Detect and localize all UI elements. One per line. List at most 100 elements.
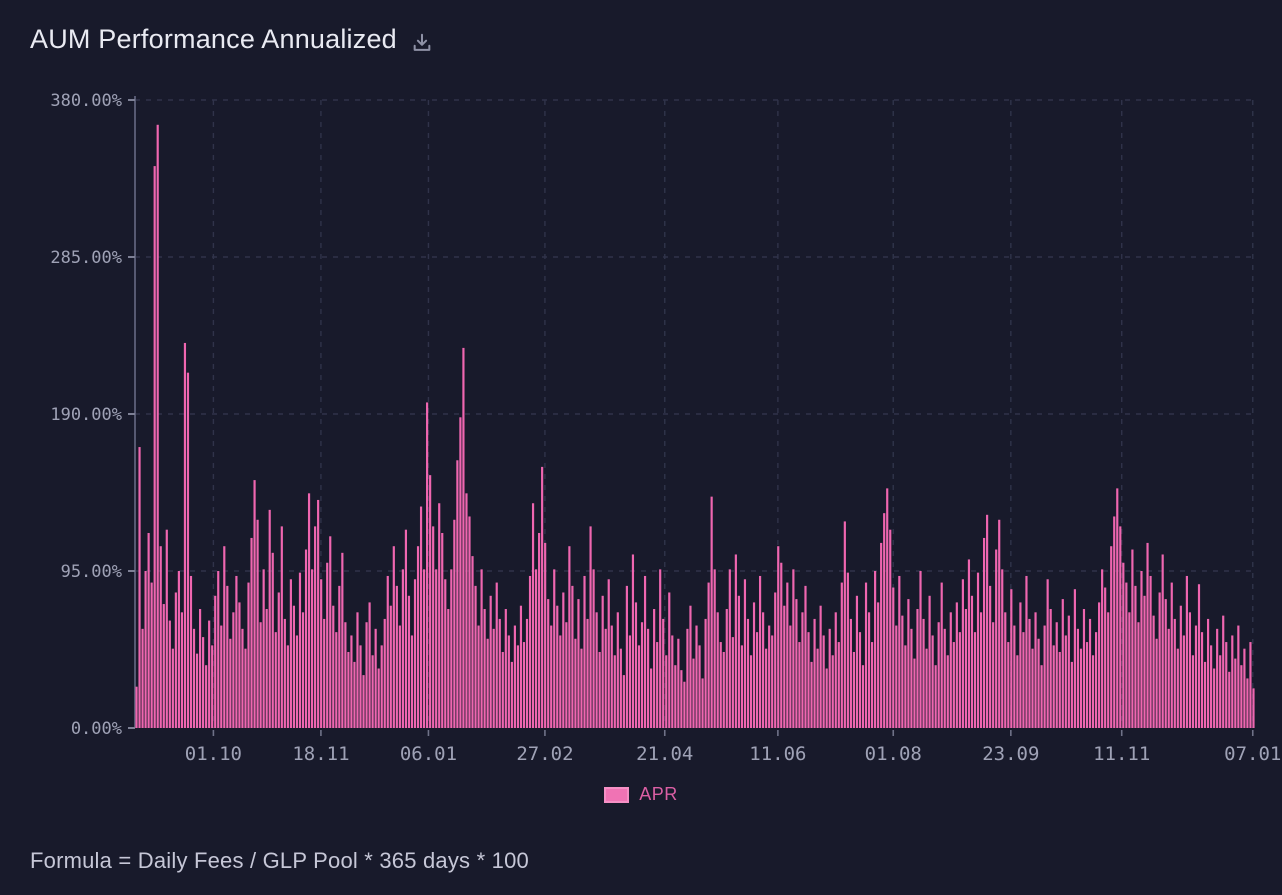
apr-bar[interactable] xyxy=(1110,546,1113,728)
apr-bar[interactable] xyxy=(1194,625,1198,728)
apr-bar[interactable] xyxy=(189,575,193,728)
apr-bar[interactable] xyxy=(771,635,774,728)
apr-bar[interactable] xyxy=(970,595,974,728)
apr-bar[interactable] xyxy=(1158,592,1161,728)
apr-bar[interactable] xyxy=(147,532,150,728)
apr-bar[interactable] xyxy=(232,612,235,728)
apr-bar[interactable] xyxy=(380,645,383,728)
apr-bar[interactable] xyxy=(1219,655,1222,728)
apr-bar[interactable] xyxy=(522,642,526,728)
apr-bar[interactable] xyxy=(465,493,468,728)
apr-bar[interactable] xyxy=(513,625,516,728)
apr-bar[interactable] xyxy=(713,569,716,728)
apr-bar[interactable] xyxy=(580,648,583,728)
apr-bar[interactable] xyxy=(677,638,680,728)
apr-bar[interactable] xyxy=(601,595,604,728)
apr-bar[interactable] xyxy=(419,506,423,728)
apr-bar[interactable] xyxy=(622,675,625,728)
apr-bar[interactable] xyxy=(392,546,395,728)
apr-bar[interactable] xyxy=(768,625,771,728)
apr-bar[interactable] xyxy=(1216,628,1219,728)
apr-bar[interactable] xyxy=(1203,661,1207,728)
apr-bar[interactable] xyxy=(1052,645,1055,728)
apr-bar[interactable] xyxy=(1185,575,1188,728)
apr-bar[interactable] xyxy=(695,625,698,728)
apr-bar[interactable] xyxy=(489,595,492,728)
apr-bar[interactable] xyxy=(831,655,834,728)
apr-bar[interactable] xyxy=(719,642,722,728)
apr-bar[interactable] xyxy=(371,655,374,728)
apr-bar[interactable] xyxy=(153,166,156,728)
apr-bar[interactable] xyxy=(525,618,529,728)
apr-bar[interactable] xyxy=(867,612,871,728)
apr-bar[interactable] xyxy=(1228,671,1231,728)
apr-bar[interactable] xyxy=(837,642,840,728)
apr-bar[interactable] xyxy=(707,582,710,728)
apr-bar[interactable] xyxy=(229,638,232,728)
apr-bar[interactable] xyxy=(1113,516,1116,728)
apr-bar[interactable] xyxy=(825,668,828,728)
apr-bar[interactable] xyxy=(637,645,641,728)
apr-bar[interactable] xyxy=(1040,665,1043,728)
apr-bar[interactable] xyxy=(834,612,837,728)
apr-bar[interactable] xyxy=(211,645,214,728)
apr-bar[interactable] xyxy=(307,493,311,728)
apr-bar[interactable] xyxy=(1010,589,1013,728)
apr-bar[interactable] xyxy=(640,622,644,728)
apr-bar[interactable] xyxy=(916,609,919,728)
apr-bar[interactable] xyxy=(1088,618,1092,728)
apr-bar[interactable] xyxy=(634,602,638,728)
apr-bar[interactable] xyxy=(165,529,168,728)
apr-bar[interactable] xyxy=(265,609,268,728)
apr-bar[interactable] xyxy=(583,575,586,728)
apr-bar[interactable] xyxy=(722,651,725,728)
apr-bar[interactable] xyxy=(798,642,801,728)
apr-bar[interactable] xyxy=(447,609,450,728)
apr-bar[interactable] xyxy=(592,569,595,728)
apr-bar[interactable] xyxy=(389,605,392,728)
apr-bar[interactable] xyxy=(426,402,429,728)
apr-bar[interactable] xyxy=(877,602,880,728)
apr-bar[interactable] xyxy=(758,575,762,728)
apr-bar[interactable] xyxy=(171,648,174,728)
apr-bar[interactable] xyxy=(1149,575,1152,728)
apr-bar[interactable] xyxy=(607,579,610,728)
apr-bar[interactable] xyxy=(250,537,253,728)
apr-bar[interactable] xyxy=(198,609,202,728)
apr-bar[interactable] xyxy=(828,628,831,728)
apr-bar[interactable] xyxy=(858,632,862,728)
apr-bar[interactable] xyxy=(901,615,904,728)
apr-bar[interactable] xyxy=(138,447,141,728)
apr-bar[interactable] xyxy=(565,622,568,728)
apr-bar[interactable] xyxy=(889,529,892,728)
apr-bar[interactable] xyxy=(613,655,616,728)
apr-bar[interactable] xyxy=(208,620,211,728)
apr-bar[interactable] xyxy=(528,575,532,728)
apr-bar[interactable] xyxy=(347,651,350,728)
apr-bar[interactable] xyxy=(610,625,613,728)
apr-bar[interactable] xyxy=(786,582,789,728)
apr-bar[interactable] xyxy=(852,651,856,728)
apr-bar[interactable] xyxy=(731,637,734,728)
apr-bar[interactable] xyxy=(1107,612,1110,728)
apr-bar[interactable] xyxy=(1128,612,1131,728)
apr-bar[interactable] xyxy=(810,661,813,728)
apr-bar[interactable] xyxy=(504,609,507,728)
apr-bar[interactable] xyxy=(907,599,910,728)
apr-bar[interactable] xyxy=(604,628,607,728)
apr-bar[interactable] xyxy=(1082,609,1086,728)
apr-bar[interactable] xyxy=(444,579,447,728)
apr-bar[interactable] xyxy=(150,582,153,728)
apr-bar[interactable] xyxy=(749,655,753,728)
apr-bar[interactable] xyxy=(344,622,347,728)
apr-bar[interactable] xyxy=(946,655,949,728)
apr-bar[interactable] xyxy=(244,648,247,728)
apr-bar[interactable] xyxy=(577,599,580,728)
apr-bar[interactable] xyxy=(1197,584,1201,728)
apr-bar[interactable] xyxy=(332,605,335,728)
apr-bar[interactable] xyxy=(1173,618,1176,728)
apr-bar[interactable] xyxy=(383,618,386,728)
apr-bar[interactable] xyxy=(692,658,695,728)
apr-bar[interactable] xyxy=(1043,625,1046,728)
apr-bar[interactable] xyxy=(486,638,489,728)
